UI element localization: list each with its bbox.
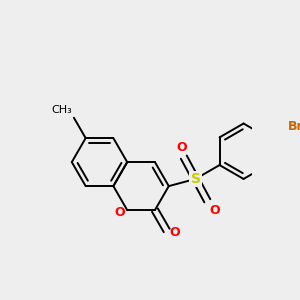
Text: Br: Br	[288, 120, 300, 133]
Text: O: O	[114, 206, 125, 219]
Text: O: O	[169, 226, 180, 238]
Text: O: O	[177, 141, 188, 154]
Text: CH₃: CH₃	[52, 105, 72, 115]
Text: O: O	[210, 204, 220, 217]
Text: S: S	[190, 172, 201, 186]
